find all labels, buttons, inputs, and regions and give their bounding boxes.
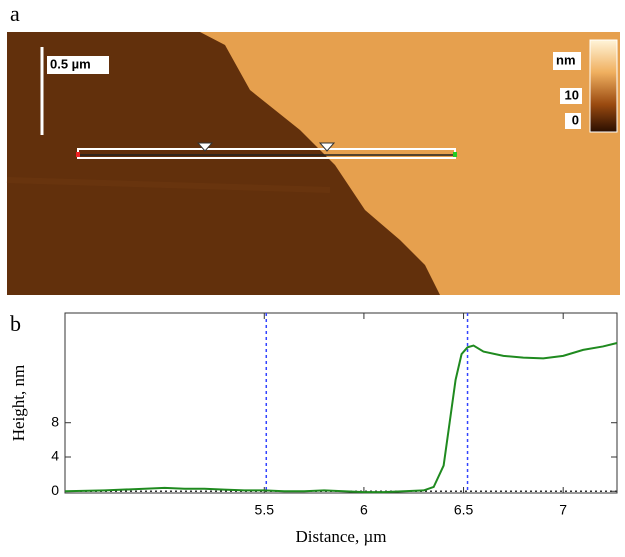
panel-label: a [10, 1, 20, 26]
colorbar-tick: 10 [565, 87, 579, 102]
y-tick-label: 4 [51, 448, 59, 464]
x-tick-label: 6.5 [454, 502, 474, 518]
x-tick-label: 5.5 [255, 502, 275, 518]
x-axis-label: Distance, µm [296, 527, 387, 546]
y-tick-label: 8 [51, 413, 59, 429]
panel-label: b [10, 311, 21, 336]
profile-line [64, 342, 618, 494]
colorbar-unit: nm [556, 52, 576, 67]
x-tick-label: 7 [559, 502, 567, 518]
y-axis-label: Height, nm [9, 365, 28, 442]
colorbar-tick: 0 [572, 112, 579, 127]
plot-frame [64, 312, 618, 494]
scale-bar-label: 0.5 µm [50, 56, 91, 71]
afm-image [6, 32, 620, 295]
x-tick-label: 6 [360, 502, 368, 518]
y-tick-label: 0 [51, 482, 59, 498]
